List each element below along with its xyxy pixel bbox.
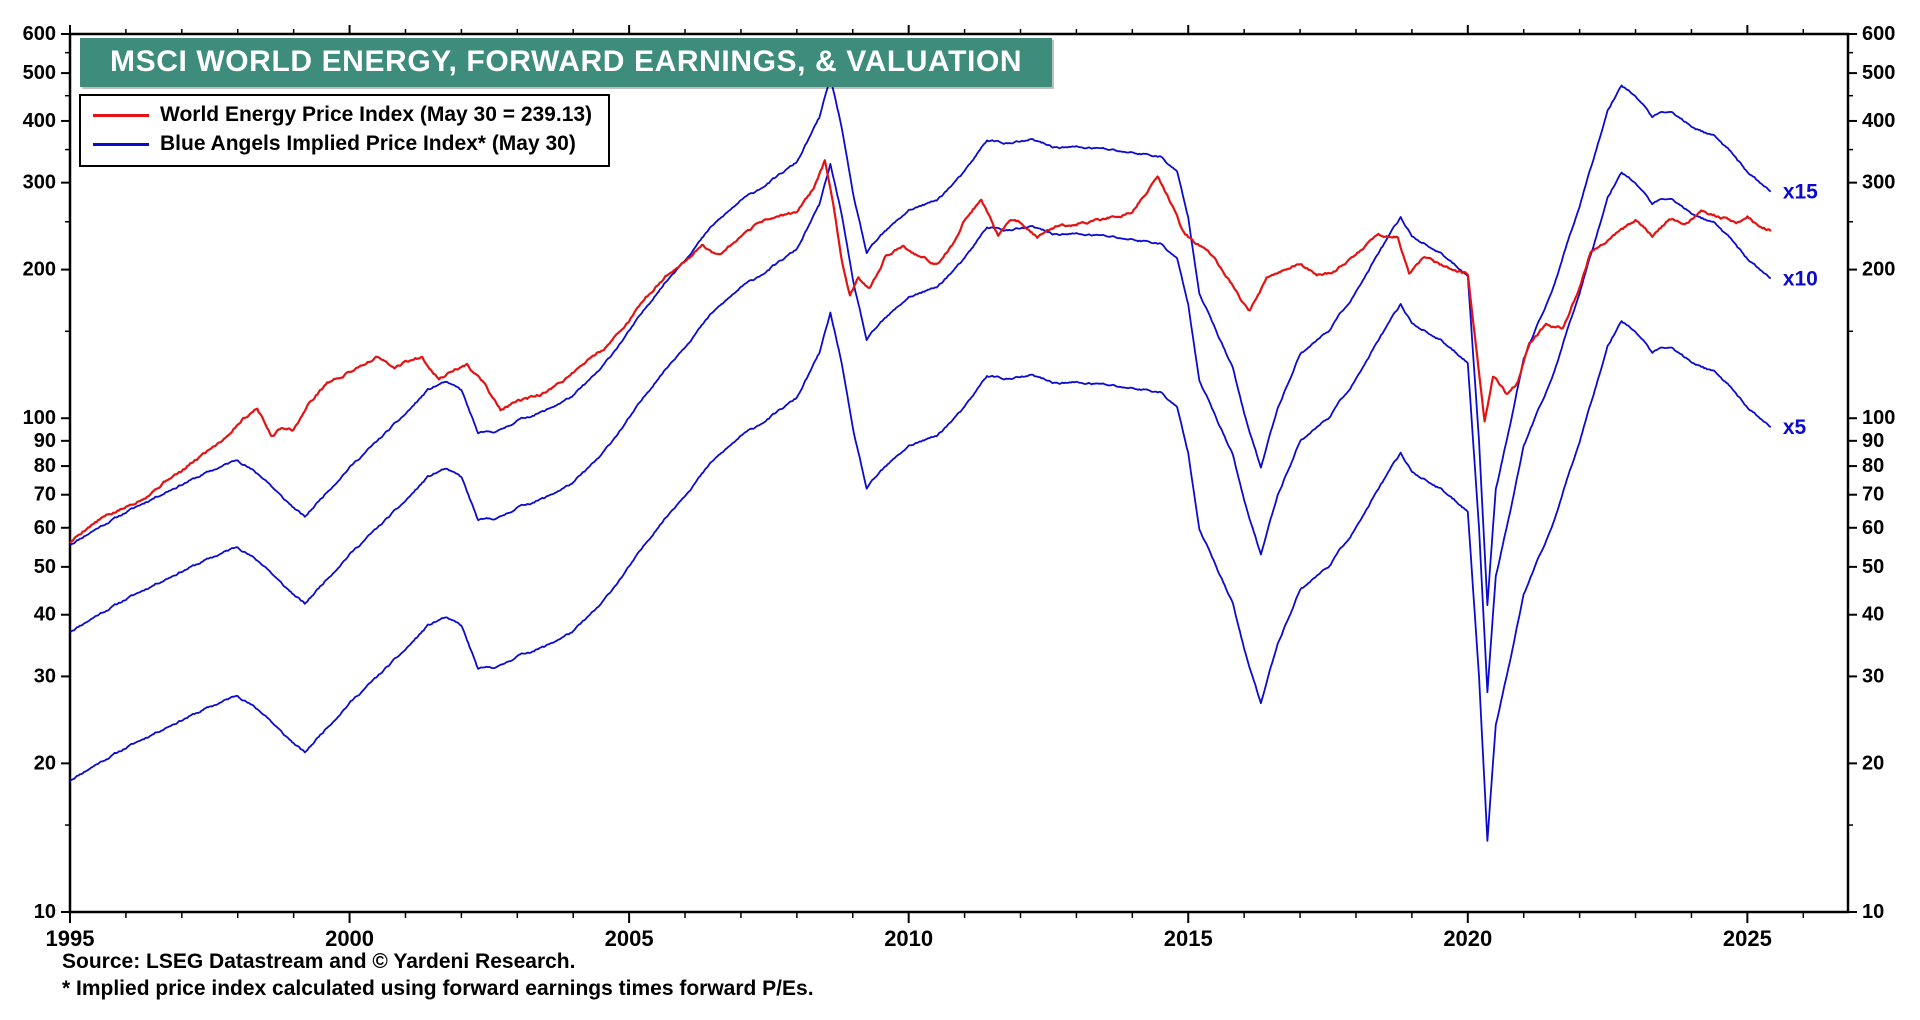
legend-item-world-energy: World Energy Price Index (May 30 = 239.1… xyxy=(93,103,592,127)
chart-footer: Source: LSEG Datastream and © Yardeni Re… xyxy=(62,948,814,1002)
source-line: Source: LSEG Datastream and © Yardeni Re… xyxy=(62,950,576,973)
x-axis-label: 2015 xyxy=(1164,926,1213,951)
y-axis-left-label: 50 xyxy=(34,556,56,578)
x-axis-label: 2000 xyxy=(325,926,374,951)
x-axis-label: 2020 xyxy=(1443,926,1492,951)
x-axis-label: 2010 xyxy=(884,926,933,951)
price-index-line xyxy=(69,159,1772,544)
legend-label-world-energy: World Energy Price Index (May 30 = 239.1… xyxy=(160,103,593,126)
y-axis-left-label: 80 xyxy=(34,455,56,477)
chart-title-banner: MSCI WORLD ENERGY, FORWARD EARNINGS, & V… xyxy=(80,38,1053,87)
y-axis-left-label: 30 xyxy=(34,665,56,687)
y-axis-left-label: 400 xyxy=(23,110,56,132)
x-axis-label: 2005 xyxy=(605,926,654,951)
blue-line-swatch xyxy=(93,142,149,146)
red-line-swatch xyxy=(93,113,149,117)
y-axis-left-label: 300 xyxy=(23,172,56,194)
y-axis-left-label: 60 xyxy=(34,517,56,539)
blue-angels-line-x10 xyxy=(69,163,1772,694)
y-axis-right-label: 10 xyxy=(1862,901,1884,923)
x-axis-label: 2025 xyxy=(1723,926,1772,951)
legend-box: World Energy Price Index (May 30 = 239.1… xyxy=(79,94,611,167)
y-axis-left-label: 20 xyxy=(34,752,56,774)
y-axis-right-label: 30 xyxy=(1862,665,1884,687)
y-axis-right-label: 500 xyxy=(1862,62,1895,84)
y-axis-left-label: 90 xyxy=(34,430,56,452)
y-axis-right-label: 600 xyxy=(1862,23,1895,45)
y-axis-left-label: 40 xyxy=(34,604,56,626)
y-axis-left-label: 10 xyxy=(34,901,56,923)
y-axis-right-label: 90 xyxy=(1862,430,1884,452)
footnote-line: * Implied price index calculated using f… xyxy=(62,977,814,1000)
chart-title: MSCI WORLD ENERGY, FORWARD EARNINGS, & V… xyxy=(110,45,1023,78)
y-axis-left-label: 600 xyxy=(23,23,56,45)
y-axis-left-label: 70 xyxy=(34,484,56,506)
y-axis-left-label: 100 xyxy=(23,407,56,429)
series-label-x10: x10 xyxy=(1783,267,1818,290)
plot-frame xyxy=(68,32,1850,914)
y-axis-right-label: 20 xyxy=(1862,752,1884,774)
y-axis-right-label: 100 xyxy=(1862,407,1895,429)
y-axis-right-label: 80 xyxy=(1862,455,1884,477)
y-axis-right-label: 300 xyxy=(1862,172,1895,194)
series-label-x15: x15 xyxy=(1783,180,1818,203)
y-axis-right-label: 50 xyxy=(1862,556,1884,578)
y-axis-right-label: 40 xyxy=(1862,604,1884,626)
legend-item-blue-angels: Blue Angels Implied Price Index* (May 30… xyxy=(93,132,592,156)
y-axis-left-label: 200 xyxy=(23,259,56,281)
y-axis-right-label: 70 xyxy=(1862,484,1884,506)
y-axis-right-label: 60 xyxy=(1862,517,1884,539)
y-axis-right-label: 400 xyxy=(1862,110,1895,132)
legend-label-blue-angels: Blue Angels Implied Price Index* (May 30… xyxy=(160,132,576,155)
series-label-x5: x5 xyxy=(1783,416,1807,439)
y-axis-left-label: 500 xyxy=(23,62,56,84)
x-axis-label: 1995 xyxy=(46,926,95,951)
blue-angels-line-x15 xyxy=(69,76,1772,607)
blue-angels-line-x5 xyxy=(69,311,1772,842)
y-axis-right-label: 200 xyxy=(1862,259,1895,281)
